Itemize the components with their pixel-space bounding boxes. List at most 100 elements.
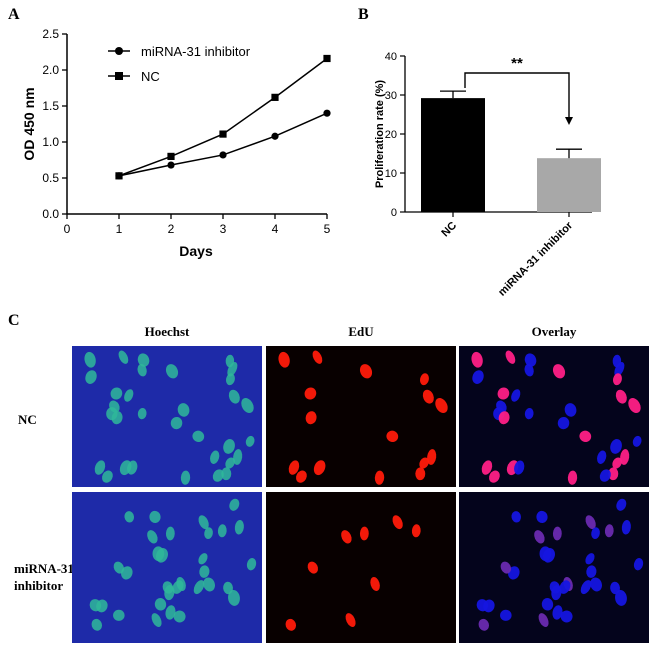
- column-title-edu: EdU: [348, 324, 374, 339]
- legend-label-mirna31: miRNA-31 inhibitor: [141, 44, 251, 59]
- cell-nucleus: [524, 353, 537, 367]
- cell-nucleus: [599, 469, 611, 482]
- cell-nucleus: [612, 457, 622, 469]
- cell-nucleus: [199, 565, 210, 578]
- cell-nucleus: [541, 598, 554, 611]
- cell-nucleus: [127, 460, 138, 475]
- cell-nucleus: [542, 548, 555, 563]
- y-tick-label: 0.5: [42, 171, 59, 185]
- cell-nucleus: [137, 363, 147, 377]
- micrograph-edu-mirna31: [266, 492, 456, 643]
- cell-nucleus: [500, 609, 512, 621]
- cell-nucleus: [94, 460, 106, 475]
- cell-nucleus: [154, 598, 167, 611]
- cell-nucleus: [481, 460, 493, 475]
- cell-nucleus: [204, 527, 213, 540]
- cell-nucleus: [427, 449, 437, 465]
- cell-nucleus: [245, 435, 255, 447]
- cell-nucleus: [304, 387, 317, 400]
- cell-nucleus: [285, 618, 297, 631]
- data-point-nc: [219, 130, 227, 138]
- cell-nucleus: [223, 439, 235, 454]
- cell-nucleus: [534, 530, 545, 544]
- micrograph-background: [266, 492, 456, 643]
- x-tick-label: 3: [220, 222, 227, 236]
- row-label-line1: miRNA-31: [14, 561, 74, 576]
- cell-nucleus: [278, 351, 290, 368]
- cell-nucleus: [210, 450, 220, 464]
- cell-nucleus: [137, 353, 150, 367]
- y-tick-label: 2.5: [42, 27, 59, 41]
- cell-nucleus: [84, 351, 96, 368]
- cell-nucleus: [489, 470, 500, 483]
- cell-nucleus: [170, 416, 183, 430]
- column-title-overlay: Overlay: [531, 324, 577, 339]
- cell-nucleus: [552, 364, 566, 379]
- x-tick-label: 2: [168, 222, 175, 236]
- cell-nucleus: [498, 411, 510, 425]
- cell-nucleus: [223, 581, 233, 595]
- cell-nucleus: [203, 577, 215, 592]
- bar-chart-proliferation: 0 10 20 30 40 NC miRNA-31 inhibitor Prolifera…: [374, 51, 601, 299]
- cell-nucleus: [420, 373, 429, 386]
- cell-nucleus: [113, 561, 125, 574]
- bar-nc: [421, 98, 485, 212]
- cell-nucleus: [613, 373, 622, 386]
- cell-nucleus: [422, 389, 434, 404]
- cell-nucleus: [198, 515, 209, 530]
- cell-nucleus: [91, 618, 103, 631]
- cell-nucleus: [193, 580, 205, 595]
- cell-nucleus: [228, 389, 240, 404]
- cell-nucleus: [511, 511, 521, 523]
- cell-nucleus: [538, 613, 549, 627]
- cell-nucleus: [177, 403, 190, 417]
- y-tick-label: 1.0: [42, 135, 59, 149]
- column-title-hoechst: Hoechst: [144, 324, 190, 339]
- data-point-nc: [115, 172, 123, 180]
- panel-letter-b: B: [358, 6, 369, 23]
- cell-nucleus: [524, 363, 534, 377]
- cell-nucleus: [124, 389, 134, 402]
- cell-nucleus: [590, 577, 602, 592]
- cell-nucleus: [615, 590, 627, 606]
- y-tick-label: 1.5: [42, 99, 59, 113]
- cell-nucleus: [616, 498, 627, 511]
- cell-nucleus: [419, 457, 429, 469]
- panel-letter-a: A: [8, 6, 20, 23]
- cell-nucleus: [359, 526, 369, 541]
- significance-bracket: [464, 72, 570, 123]
- cell-nucleus: [113, 609, 125, 621]
- cell-nucleus: [312, 350, 323, 364]
- micrograph-background: [459, 492, 649, 643]
- cell-nucleus: [628, 398, 641, 414]
- cell-nucleus: [374, 470, 385, 485]
- cell-nucleus: [411, 524, 421, 538]
- cell-nucleus: [241, 398, 254, 414]
- cell-nucleus: [392, 515, 403, 530]
- cell-nucleus: [610, 581, 620, 595]
- y-axis-label: OD 450 nm: [21, 87, 37, 160]
- x-tick-label: 5: [324, 222, 331, 236]
- cell-nucleus: [288, 460, 300, 475]
- cell-nucleus: [633, 558, 644, 571]
- cell-nucleus: [173, 610, 186, 623]
- cell-nucleus: [102, 470, 113, 483]
- cell-nucleus: [225, 457, 235, 469]
- significance-arrowhead: [565, 117, 573, 125]
- cell-nucleus: [296, 470, 307, 483]
- x-axis-label: Days: [179, 243, 213, 259]
- cell-nucleus: [585, 553, 595, 565]
- row-label-nc-text: NC: [18, 412, 37, 427]
- cell-nucleus: [118, 350, 129, 364]
- micrograph-hoechst-nc: [72, 346, 262, 487]
- cell-nucleus: [614, 361, 625, 377]
- cell-nucleus: [415, 467, 426, 481]
- cell-nucleus: [497, 387, 510, 400]
- cell-nucleus: [370, 577, 380, 591]
- cell-nucleus: [192, 430, 205, 443]
- cell-nucleus: [632, 435, 642, 447]
- cell-nucleus: [552, 526, 562, 541]
- cell-nucleus: [567, 470, 578, 485]
- y-tick-label: 30: [385, 90, 397, 102]
- cell-nucleus: [165, 364, 179, 379]
